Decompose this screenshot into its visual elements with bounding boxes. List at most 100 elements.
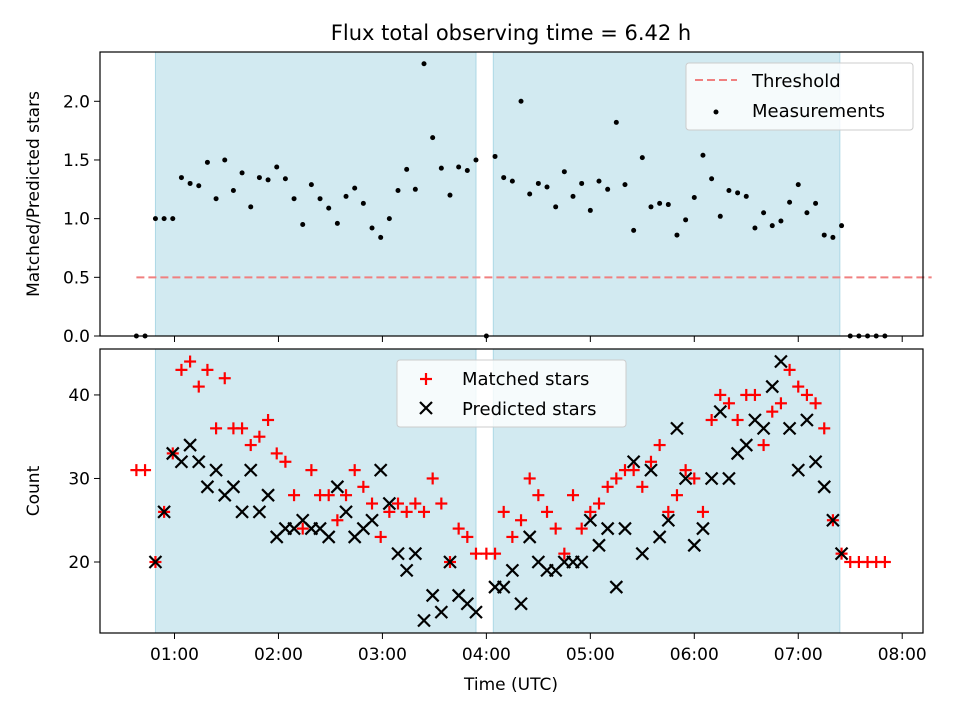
shaded-interval-1 [154, 51, 477, 337]
measurement-point [787, 199, 793, 205]
predicted-star-point [469, 605, 483, 619]
predicted-star-point [618, 521, 632, 536]
predicted-star-point [592, 538, 606, 553]
matched-star-point [809, 397, 822, 410]
measurement-point [492, 153, 498, 159]
predicted-star-point [391, 546, 405, 561]
matched-star-point [705, 414, 718, 426]
measurement-point [795, 182, 801, 188]
measurement-point [187, 180, 193, 186]
top-y-tick-label: 0.0 [63, 327, 90, 347]
matched-star-point [253, 430, 266, 443]
predicted-star-point [339, 505, 353, 519]
top-y-tick-label: 0.5 [63, 268, 90, 288]
x-tick-label: 07:00 [774, 645, 823, 665]
top-y-axis-label: Matched/Predicted stars [24, 91, 44, 297]
matched-star-point [584, 505, 597, 518]
x-tick-label: 04:00 [462, 645, 511, 665]
matched-star-point [592, 497, 605, 510]
matched-star-point [636, 480, 649, 493]
measurement-point [821, 232, 827, 238]
bottom-y-tick-label: 30 [68, 469, 90, 489]
matched-star-point [523, 472, 536, 485]
predicted-star-point [696, 521, 710, 536]
measurement-point [535, 180, 541, 186]
measurement-point [456, 164, 462, 170]
bottom-plot-frame [99, 348, 924, 634]
matched-star-point [469, 547, 482, 560]
matched-star-point [409, 497, 422, 510]
measurement-point [308, 182, 314, 188]
matched-star-point [506, 530, 519, 543]
predicted-star-point [574, 555, 589, 569]
measurement-point [300, 222, 306, 228]
legend-matched-label: Matched stars [462, 369, 589, 390]
predicted-star-point [425, 588, 440, 603]
matched-star-point [305, 464, 318, 477]
measurement-point [343, 193, 349, 199]
predicted-star-point [261, 488, 275, 502]
measurement-point [527, 191, 533, 197]
predicted-star-point [661, 513, 676, 528]
measurement-point [717, 213, 723, 219]
matched-star-point [515, 514, 528, 527]
measurement-point [438, 165, 444, 171]
measurement-point [265, 177, 271, 183]
measurement-point [152, 216, 158, 222]
measurement-point [378, 234, 384, 240]
predicted-star-point [148, 555, 163, 569]
x-tick-label: 01:00 [150, 645, 199, 665]
predicted-star-point [765, 379, 780, 394]
x-tick-label: 05:00 [566, 645, 615, 665]
matched-star-point [800, 388, 813, 401]
matched-star-point [296, 522, 309, 535]
predicted-star-point [330, 480, 345, 494]
matched-star-point [644, 455, 657, 468]
measurement-point [596, 178, 602, 184]
measurement-point [761, 210, 767, 216]
predicted-star-point [774, 354, 788, 369]
predicted-star-point [652, 530, 667, 544]
predicted-star-point [722, 471, 736, 486]
measurement-point [804, 210, 810, 216]
measurement-point [709, 176, 715, 182]
matched-star-point [210, 422, 223, 435]
predicted-star-point [800, 413, 814, 427]
top-y-tick-label: 1.5 [63, 151, 90, 171]
predicted-star-point [209, 463, 223, 477]
matched-star-point [532, 489, 545, 502]
measurement-point [334, 220, 340, 226]
predicted-star-point [434, 605, 449, 619]
matched-star-point [400, 505, 413, 518]
predicted-star-point [321, 530, 336, 544]
matched-star-point [722, 397, 735, 410]
matched-star-point [610, 472, 623, 485]
matched-star-point [262, 414, 275, 426]
matched-star-point [774, 397, 787, 410]
x-tick-label: 02:00 [254, 645, 303, 665]
predicted-star-point [243, 463, 258, 477]
measurement-point [674, 232, 680, 238]
top-y-tick-label: 2.0 [63, 92, 90, 112]
measurement-point [317, 196, 323, 202]
bottom-legend: Matched stars Predicted stars [396, 359, 627, 428]
predicted-star-point [417, 613, 431, 628]
predicted-star-point [791, 463, 806, 477]
measurement-point [412, 186, 418, 192]
measurement-point [743, 193, 749, 199]
top-legend: Threshold Measurements [685, 62, 914, 131]
predicted-star-point [808, 454, 823, 469]
matched-star-point [357, 480, 370, 493]
matched-star-point [461, 530, 474, 543]
predicted-star-point [756, 421, 771, 436]
predicted-star-point [644, 463, 658, 477]
predicted-star-point [704, 471, 719, 486]
matched-star-point [383, 505, 396, 518]
matched-star-point [279, 455, 292, 468]
predicted-star-point [609, 580, 624, 594]
measurement-point [631, 227, 637, 233]
predicted-star-point [635, 546, 650, 561]
matched-star-point [201, 363, 214, 376]
predicted-star-point [235, 505, 249, 519]
